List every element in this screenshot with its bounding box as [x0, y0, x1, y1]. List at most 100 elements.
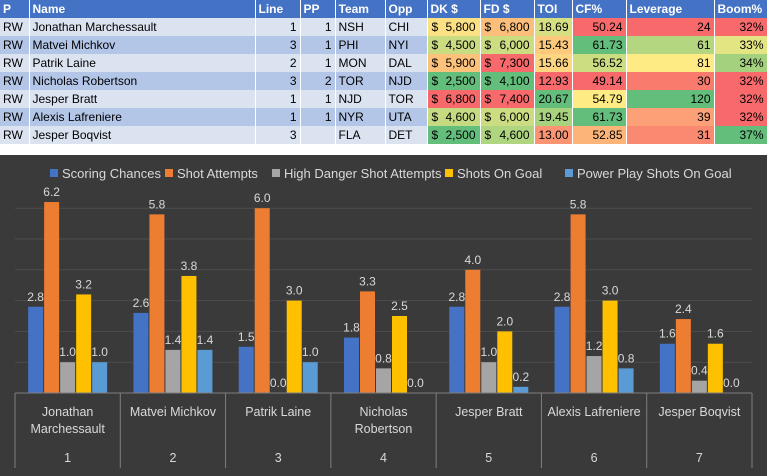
cell-line: 1 [255, 18, 301, 36]
cell-leverage: 61 [626, 36, 715, 54]
cell-p: RW [0, 54, 30, 72]
cell-line: 3 [255, 126, 301, 144]
cell-leverage: 31 [626, 126, 715, 144]
bar [602, 300, 618, 393]
data-label: 2.5 [391, 299, 408, 313]
cell-team: NSH [335, 18, 386, 36]
data-label: 6.0 [254, 191, 271, 205]
cell-fd: $4,100 [480, 72, 535, 90]
data-label: 1.0 [59, 345, 76, 359]
data-label: 1.0 [480, 345, 497, 359]
cell-leverage: 120 [626, 90, 715, 108]
cell-dk: $4,500 [427, 36, 481, 54]
chart-legend: Scoring Chances Shot Attempts High Danger … [50, 166, 732, 181]
category-label: Matvei Michkov [130, 405, 217, 419]
legend-swatch-1 [165, 169, 173, 177]
cell-line: 1 [255, 108, 301, 126]
legend-label-0: Scoring Chances [62, 166, 161, 181]
data-label: 1.6 [707, 327, 724, 341]
cell-p: RW [0, 126, 30, 144]
cell-pp: 1 [300, 36, 336, 54]
cell-fd: $4,600 [480, 126, 535, 144]
data-label: 1.6 [659, 327, 676, 341]
cell-team: NYR [335, 108, 386, 126]
column-header: Boom% [714, 0, 767, 18]
bar [44, 202, 60, 393]
bar [659, 343, 675, 393]
currency-symbol: $ [484, 128, 492, 142]
category-label-line: Marchessault [30, 422, 105, 436]
legend-label-1: Shot Attempts [177, 166, 258, 181]
chart-gridlines [15, 207, 752, 363]
category-label-line: Nicholas [360, 405, 408, 419]
category-label: Jonathan Marchessault [30, 405, 105, 436]
amount: 5,900 [445, 56, 476, 70]
data-label: 4.0 [464, 253, 481, 267]
cell-boom: 32% [714, 72, 767, 90]
cell-boom: 37% [714, 126, 767, 144]
legend-swatch-0 [50, 169, 58, 177]
cell-fd: $7,300 [480, 54, 535, 72]
column-header: Opp [385, 0, 428, 18]
currency-symbol: $ [484, 20, 492, 34]
chart-value-labels: 2.8 6.2 1.0 3.2 1.0 2.6 5.8 1.4 3.8 1.4 1.5 6.0 0.0 3… [27, 185, 740, 390]
cell-cf: 61.73 [572, 36, 627, 54]
chart-category-axis: Jonathan Marchessault 1 Matvei Michkov 2 Patr… [14, 392, 753, 468]
bar [513, 386, 529, 393]
cell-name: Jesper Boqvist [29, 126, 256, 144]
data-label: 1.0 [91, 345, 108, 359]
group-label: 6 [591, 451, 598, 465]
category-label-line: Alexis Lafreniere [548, 405, 641, 419]
cell-fd: $7,400 [480, 90, 535, 108]
players-table: P Name Line PP Team Opp DK $ FD $ TOI CF% Leverage… [0, 0, 767, 144]
table-row: RW Matvei Michkov 3 1 PHI NYI $4,500 $6,000 15.4… [0, 36, 767, 54]
data-label: 0.2 [512, 370, 529, 384]
currency-symbol: $ [484, 56, 492, 70]
data-label: 0.0 [407, 376, 424, 390]
bar [76, 294, 92, 393]
category-label: Nicholas Robertson [355, 405, 413, 436]
currency-symbol: $ [431, 128, 439, 142]
data-label: 3.8 [181, 259, 198, 273]
data-label: 3.0 [602, 284, 619, 298]
amount: 6,800 [445, 92, 476, 106]
cell-dk: $5,800 [427, 18, 481, 36]
data-label: 3.3 [359, 274, 376, 288]
amount: 5,800 [445, 20, 476, 34]
cell-fd: $6,000 [480, 36, 535, 54]
cell-dk: $6,800 [427, 90, 481, 108]
bar [570, 214, 586, 393]
bar [392, 316, 407, 393]
amount: 7,400 [499, 92, 530, 106]
cell-name: Jonathan Marchessault [29, 18, 256, 36]
bar [618, 368, 634, 393]
bar [197, 349, 213, 393]
cell-line: 3 [255, 72, 301, 90]
table-row: RW Patrik Laine 2 1 MON DAL $5,900 $7,300 15.66 5… [0, 54, 767, 72]
bar [165, 349, 181, 393]
cell-team: PHI [335, 36, 386, 54]
column-header: FD $ [480, 0, 535, 18]
chart-bars [28, 202, 723, 393]
cell-fd: $6,800 [480, 18, 535, 36]
table-row: RW Jesper Boqvist 3 FLA DET $2,500 $4,600 13.00… [0, 126, 767, 144]
table-row: RW Alexis Lafreniere 1 1 NYR UTA $4,600 $6,000 1… [0, 108, 767, 126]
data-label: 1.2 [586, 339, 603, 353]
cell-p: RW [0, 18, 30, 36]
currency-symbol: $ [431, 56, 439, 70]
cell-dk: $2,500 [427, 72, 481, 90]
data-label: 3.0 [286, 284, 303, 298]
group-label: 5 [485, 451, 492, 465]
bar [481, 362, 497, 393]
cell-p: RW [0, 90, 30, 108]
bar [554, 306, 570, 393]
cell-leverage: 39 [626, 108, 715, 126]
cell-cf: 61.73 [572, 108, 627, 126]
category-label-line: Jesper Bratt [455, 405, 523, 419]
currency-symbol: $ [431, 110, 439, 124]
bar-chart: Scoring Chances Shot Attempts High Danger … [14, 166, 753, 468]
cell-p: RW [0, 36, 30, 54]
amount: 7,300 [499, 56, 530, 70]
data-label: 0.4 [691, 364, 708, 378]
bar [60, 362, 76, 393]
